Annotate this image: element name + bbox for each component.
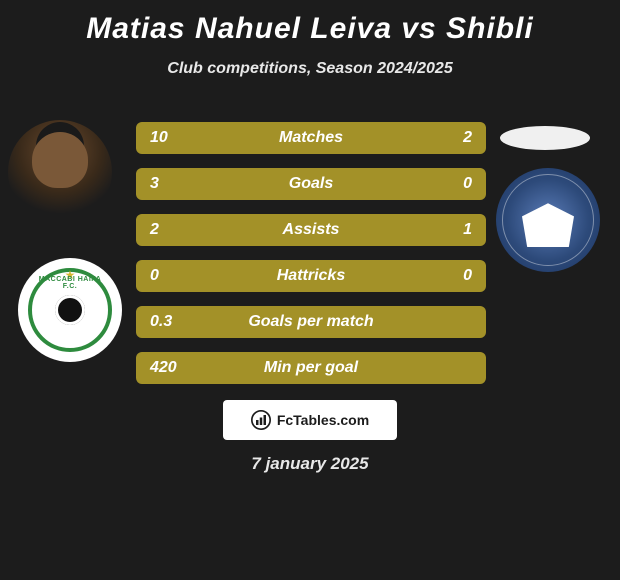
stat-label: Assists — [136, 221, 486, 239]
ball-icon — [55, 295, 85, 325]
stat-left-value: 10 — [150, 129, 168, 147]
stat-label: Goals — [136, 175, 486, 193]
stat-left-value: 420 — [150, 359, 177, 377]
date-label: 7 january 2025 — [0, 454, 620, 474]
stat-left-value: 0.3 — [150, 313, 172, 331]
stat-row-hattricks: 0 Hattricks 0 — [136, 260, 486, 292]
stat-left-value: 3 — [150, 175, 159, 193]
subtitle: Club competitions, Season 2024/2025 — [0, 60, 620, 78]
player-right-avatar — [500, 126, 590, 150]
stat-right-value: 1 — [463, 221, 472, 239]
club-left-crest: ★ MACCABI HAIFA F.C. — [18, 258, 122, 362]
brand-text: FcTables.com — [277, 412, 369, 428]
stat-right-value: 0 — [463, 175, 472, 193]
stat-left-value: 0 — [150, 267, 159, 285]
stat-label: Matches — [136, 129, 486, 147]
stat-label: Goals per match — [136, 313, 486, 331]
stat-right-value: 2 — [463, 129, 472, 147]
stat-label: Hattricks — [136, 267, 486, 285]
club-left-label: MACCABI HAIFA F.C. — [32, 276, 108, 290]
brand-link[interactable]: FcTables.com — [223, 400, 397, 440]
stats-block: 10 Matches 2 3 Goals 0 2 Assists 1 0 Hat… — [136, 122, 486, 384]
stat-row-gpm: 0.3 Goals per match — [136, 306, 486, 338]
stat-left-value: 2 — [150, 221, 159, 239]
stat-right-value: 0 — [463, 267, 472, 285]
stat-label: Min per goal — [136, 359, 486, 377]
page-title: Matias Nahuel Leiva vs Shibli — [0, 0, 620, 46]
player-left-avatar — [8, 120, 112, 224]
stat-row-goals: 3 Goals 0 — [136, 168, 486, 200]
stat-row-matches: 10 Matches 2 — [136, 122, 486, 154]
stat-row-assists: 2 Assists 1 — [136, 214, 486, 246]
club-right-crest — [496, 168, 600, 272]
chart-icon — [251, 410, 271, 430]
stat-row-mpg: 420 Min per goal — [136, 352, 486, 384]
